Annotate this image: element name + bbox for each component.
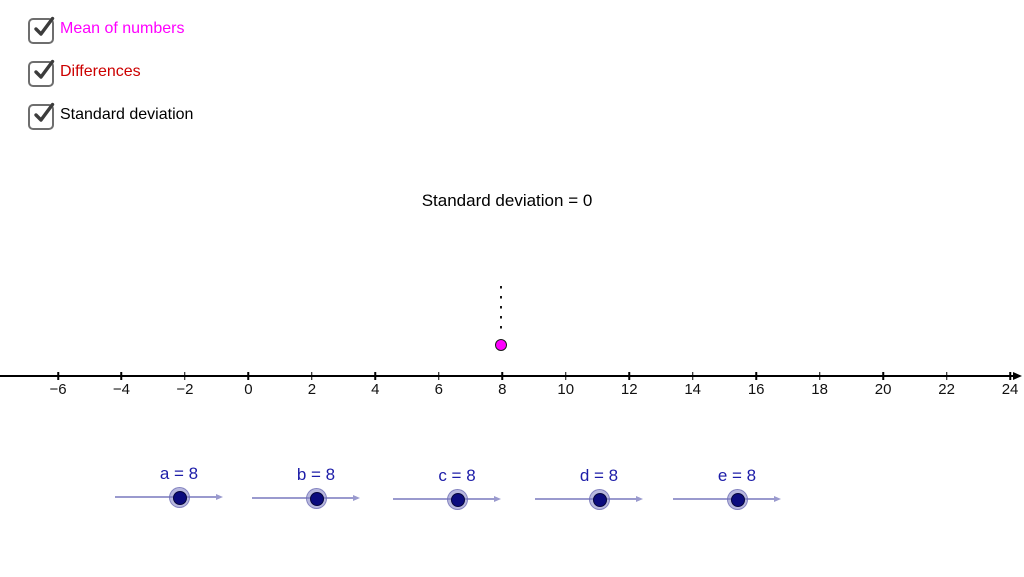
axis-tick-label: 18 bbox=[811, 381, 828, 398]
slider-e-label: e = 8 bbox=[717, 466, 757, 485]
slider-c-track[interactable] bbox=[393, 498, 494, 500]
differences-checkbox[interactable] bbox=[28, 59, 55, 87]
axis-tick-label: 6 bbox=[434, 381, 443, 398]
axis-tick bbox=[438, 372, 440, 380]
axis-tick-label: 0 bbox=[244, 381, 253, 398]
slider-b-track[interactable] bbox=[252, 497, 353, 499]
axis-tick bbox=[755, 372, 757, 380]
axis-tick bbox=[818, 372, 821, 380]
axis-tick bbox=[882, 372, 884, 380]
slider-c-arrow-icon bbox=[494, 495, 501, 502]
slider-b-label: b = 8 bbox=[296, 465, 336, 484]
slider-a-handle[interactable] bbox=[168, 486, 190, 508]
axis-tick bbox=[120, 372, 123, 380]
differences-checkbox-label: Differences bbox=[60, 63, 141, 80]
slider-e-arrow-icon bbox=[774, 495, 781, 502]
axis-tick-label: 8 bbox=[498, 381, 507, 398]
slider-e-track[interactable] bbox=[673, 498, 774, 500]
axis-tick bbox=[1009, 372, 1011, 380]
axis-tick-label: 24 bbox=[1001, 381, 1019, 398]
axis-tick bbox=[184, 372, 186, 380]
stdev-value-text: Standard deviation = 0 bbox=[421, 191, 593, 210]
slider-a: a = 8 bbox=[115, 464, 227, 512]
stdev-checkbox[interactable] bbox=[28, 102, 55, 130]
mean-checkbox[interactable] bbox=[28, 16, 55, 44]
x-axis bbox=[0, 375, 1016, 377]
slider-e-handle-dot bbox=[731, 493, 745, 507]
axis-tick-label: 12 bbox=[620, 381, 638, 398]
slider-e: e = 8 bbox=[673, 466, 785, 514]
checkmark-icon bbox=[34, 102, 55, 122]
axis-tick bbox=[501, 372, 504, 380]
axis-tick bbox=[691, 372, 694, 380]
slider-c-handle[interactable] bbox=[446, 488, 468, 510]
slider-b-arrow-icon bbox=[353, 494, 360, 501]
slider-d-label: d = 8 bbox=[579, 466, 619, 485]
slider-c-label: c = 8 bbox=[438, 466, 476, 485]
slider-d: d = 8 bbox=[535, 466, 647, 514]
slider-b-handle[interactable] bbox=[305, 487, 327, 509]
axis-tick-label: 2 bbox=[307, 381, 317, 398]
mean-dotted-line bbox=[500, 286, 503, 334]
slider-c: c = 8 bbox=[393, 466, 505, 514]
mean-point[interactable] bbox=[494, 338, 507, 351]
slider-a-label: a = 8 bbox=[159, 464, 199, 483]
axis-tick-label: 14 bbox=[684, 381, 702, 398]
slider-d-arrow-icon bbox=[636, 495, 643, 502]
axis-tick bbox=[247, 372, 250, 380]
slider-d-handle[interactable] bbox=[588, 488, 610, 510]
slider-a-handle-dot bbox=[173, 491, 187, 505]
axis-tick bbox=[374, 372, 377, 380]
stdev-checkbox-label: Standard deviation bbox=[60, 106, 194, 123]
axis-tick bbox=[57, 372, 59, 380]
axis-tick bbox=[311, 372, 313, 380]
axis-tick-label: 10 bbox=[557, 381, 575, 398]
axis-tick bbox=[945, 372, 948, 380]
checkmark-icon bbox=[34, 59, 55, 79]
slider-a-arrow-icon bbox=[216, 493, 223, 500]
slider-d-track[interactable] bbox=[535, 498, 636, 500]
slider-b-handle-dot bbox=[310, 492, 324, 506]
axis-tick-label: 16 bbox=[747, 381, 765, 398]
slider-e-handle[interactable] bbox=[726, 488, 748, 510]
axis-tick-label: −4 bbox=[112, 381, 131, 398]
axis-tick-label: 20 bbox=[874, 381, 892, 398]
axis-tick-label: −6 bbox=[49, 381, 67, 398]
checkmark-icon bbox=[34, 16, 55, 36]
slider-c-handle-dot bbox=[451, 493, 465, 507]
slider-d-handle-dot bbox=[593, 493, 607, 507]
axis-tick-label: −2 bbox=[176, 381, 194, 398]
axis-tick bbox=[565, 372, 567, 380]
slider-a-track[interactable] bbox=[115, 496, 216, 498]
slider-b: b = 8 bbox=[252, 465, 364, 513]
axis-tick bbox=[628, 372, 630, 380]
axis-tick-label: 22 bbox=[938, 381, 955, 398]
x-axis-arrow-icon bbox=[1013, 371, 1022, 380]
mean-checkbox-label: Mean of numbers bbox=[60, 20, 185, 37]
axis-tick-label: 4 bbox=[371, 381, 380, 398]
